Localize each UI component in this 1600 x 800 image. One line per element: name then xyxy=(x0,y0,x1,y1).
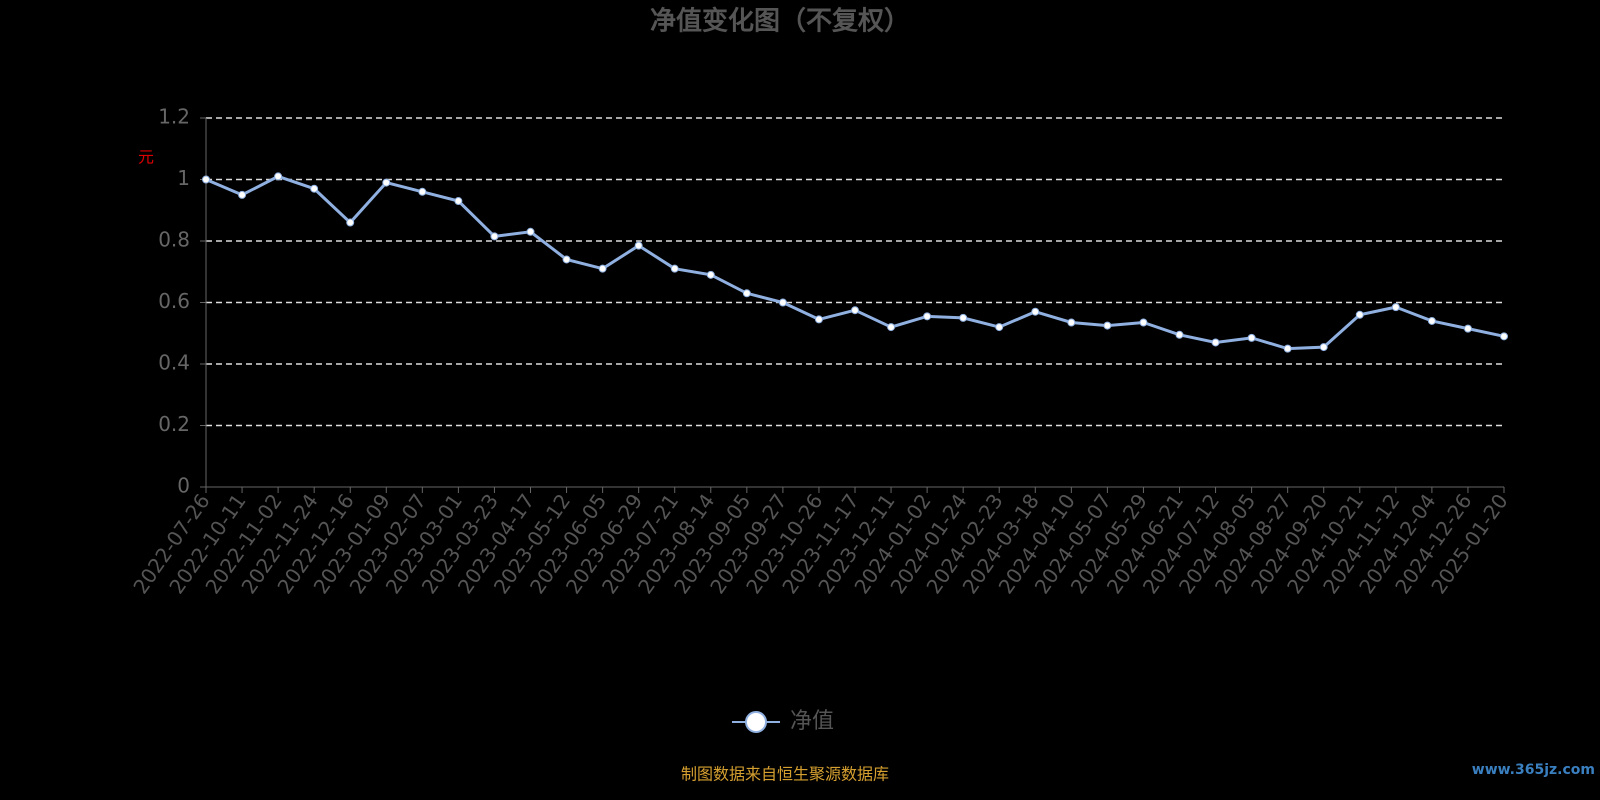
data-point xyxy=(526,227,535,236)
data-point xyxy=(1391,303,1400,312)
data-point xyxy=(418,187,427,196)
data-point xyxy=(1319,343,1328,352)
data-point xyxy=(634,241,643,250)
data-point xyxy=(814,315,823,324)
data-point xyxy=(670,264,679,273)
y-tick-label: 1.2 xyxy=(158,105,190,129)
data-point xyxy=(1283,344,1292,353)
data-point xyxy=(1031,307,1040,316)
data-point xyxy=(454,197,463,206)
data-point xyxy=(238,190,247,199)
data-point xyxy=(1500,332,1508,341)
data-point xyxy=(742,289,751,298)
data-point xyxy=(1211,338,1220,347)
chart-title: 净值变化图（不复权） xyxy=(650,6,910,37)
data-point xyxy=(995,323,1004,332)
data-point xyxy=(923,312,932,321)
data-point xyxy=(598,264,607,273)
watermark: www.365jz.com xyxy=(1472,762,1595,778)
y-axis-label: 元 xyxy=(138,148,154,167)
data-point xyxy=(887,323,896,332)
y-tick-label: 0.6 xyxy=(158,289,190,313)
y-tick-label: 1 xyxy=(177,166,190,190)
data-point xyxy=(1103,321,1112,330)
data-point xyxy=(851,306,859,315)
data-point xyxy=(778,298,787,307)
y-tick-label: 0.2 xyxy=(158,412,190,436)
data-point xyxy=(1139,318,1148,327)
y-tick-label: 0.8 xyxy=(158,228,190,252)
data-point xyxy=(706,270,715,279)
data-point xyxy=(1067,318,1076,327)
data-point xyxy=(1463,324,1472,333)
y-tick-label: 0 xyxy=(177,474,190,498)
data-point xyxy=(346,218,355,227)
data-point xyxy=(490,232,499,241)
data-point xyxy=(1247,333,1256,342)
data-point xyxy=(959,313,968,322)
y-tick-label: 0.4 xyxy=(158,351,190,375)
legend-marker xyxy=(745,711,767,733)
data-point xyxy=(310,184,319,193)
source-note: 制图数据来自恒生聚源数据库 xyxy=(681,765,889,784)
data-point xyxy=(202,175,210,184)
data-point xyxy=(562,255,571,264)
data-point xyxy=(1355,310,1364,319)
legend-label: 净值 xyxy=(790,709,834,734)
data-point xyxy=(1175,330,1184,339)
data-point xyxy=(274,172,283,181)
data-point xyxy=(382,178,391,187)
data-point xyxy=(1427,316,1436,325)
